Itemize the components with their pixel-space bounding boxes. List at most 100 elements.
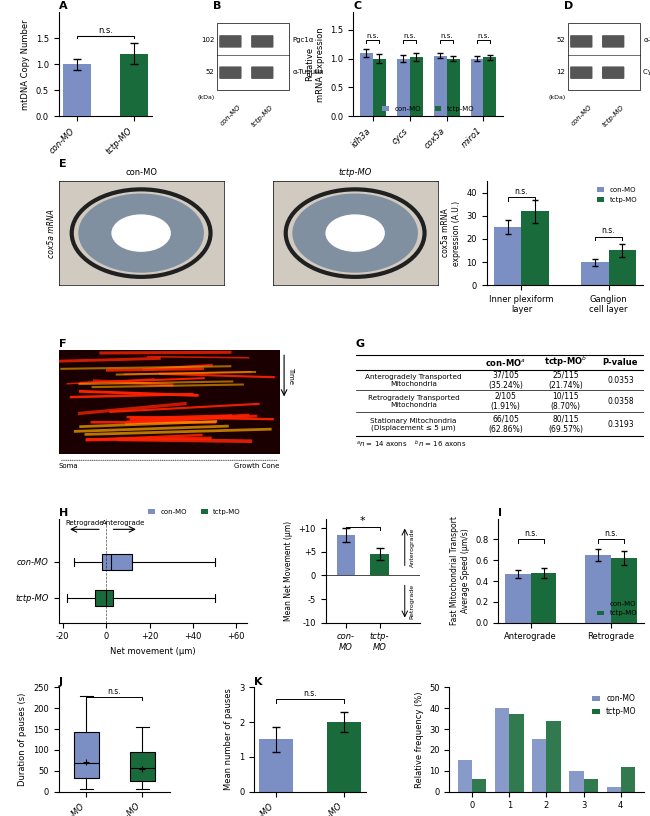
Text: Growth Cone: Growth Cone — [234, 463, 280, 469]
Text: *: * — [360, 516, 365, 526]
PathPatch shape — [74, 732, 99, 778]
Legend: con-MO, tctp-MO: con-MO, tctp-MO — [594, 184, 640, 206]
Text: 2/105
(1.91%): 2/105 (1.91%) — [491, 392, 521, 411]
Text: α-Tubulin: α-Tubulin — [644, 38, 650, 43]
Text: n.s.: n.s. — [108, 687, 122, 696]
FancyBboxPatch shape — [570, 35, 592, 47]
Text: 52: 52 — [556, 38, 566, 43]
Text: 12: 12 — [556, 69, 566, 74]
Text: Retrograde: Retrograde — [410, 584, 415, 619]
Bar — [606, 787, 621, 792]
FancyBboxPatch shape — [602, 66, 625, 79]
Bar — [586, 555, 611, 623]
Y-axis label: Fast Mitochondrial Transport
Average Speed (μm/s): Fast Mitochondrial Transport Average Spe… — [450, 517, 470, 625]
Bar — [434, 55, 447, 117]
Text: n.s.: n.s. — [440, 33, 453, 39]
Text: 10/115
(8.70%): 10/115 (8.70%) — [551, 392, 581, 411]
Bar — [259, 739, 293, 792]
Y-axis label: tctp-MO: tctp-MO — [48, 413, 57, 443]
Bar — [532, 739, 547, 792]
Text: H: H — [58, 508, 68, 518]
Text: n.s.: n.s. — [303, 690, 317, 698]
Text: G: G — [356, 339, 365, 349]
Text: Time: Time — [289, 367, 294, 384]
Bar — [360, 53, 373, 117]
FancyBboxPatch shape — [219, 66, 242, 79]
Text: K: K — [254, 676, 263, 686]
Text: Anterograde: Anterograde — [102, 520, 145, 526]
Legend: con-MO, tctp-MO: con-MO, tctp-MO — [590, 691, 640, 719]
Text: Stationary Mitochondria
(Displacement ≤ 5 μm): Stationary Mitochondria (Displacement ≤ … — [370, 418, 457, 431]
Y-axis label: cox5a mRNA: cox5a mRNA — [47, 209, 56, 258]
Text: P-value: P-value — [603, 357, 638, 366]
Bar — [63, 64, 91, 117]
FancyBboxPatch shape — [219, 35, 242, 47]
Y-axis label: Duration of pauses (s): Duration of pauses (s) — [18, 693, 27, 786]
Text: n.s.: n.s. — [515, 187, 528, 196]
Text: $^a$$n$ = 14 axons    $^b$$n$ = 16 axons: $^a$$n$ = 14 axons $^b$$n$ = 16 axons — [356, 439, 467, 450]
Bar — [327, 722, 361, 792]
Legend: con-MO, tctp-MO: con-MO, tctp-MO — [145, 507, 244, 518]
Bar — [510, 715, 523, 792]
Text: 80/115
(69.57%): 80/115 (69.57%) — [549, 415, 583, 434]
Bar — [521, 211, 549, 286]
Text: C: C — [353, 2, 361, 11]
Text: Pgc1α: Pgc1α — [292, 38, 314, 43]
FancyBboxPatch shape — [251, 66, 274, 79]
Y-axis label: Relative frequency (%): Relative frequency (%) — [415, 691, 424, 787]
Legend: con-MO, tctp-MO: con-MO, tctp-MO — [594, 598, 640, 619]
Bar — [608, 251, 636, 286]
Text: 102: 102 — [201, 38, 214, 43]
Bar — [471, 59, 484, 117]
FancyBboxPatch shape — [602, 35, 625, 47]
Bar — [621, 766, 634, 792]
Text: Anterogradely Transported
Mitochondria: Anterogradely Transported Mitochondria — [365, 374, 461, 387]
Bar — [370, 554, 389, 575]
Y-axis label: Relative
mRNA Expression: Relative mRNA Expression — [306, 27, 325, 102]
Text: 66/105
(62.86%): 66/105 (62.86%) — [488, 415, 523, 434]
Bar — [531, 573, 556, 623]
Bar — [584, 779, 597, 792]
Text: Cytochrome c: Cytochrome c — [644, 69, 650, 74]
PathPatch shape — [102, 553, 132, 570]
Bar — [547, 721, 560, 792]
Text: con-MO: con-MO — [219, 104, 242, 127]
Text: Retrograde: Retrograde — [65, 520, 104, 526]
Bar — [569, 770, 584, 792]
Y-axis label: Mean Net Movement (μm): Mean Net Movement (μm) — [284, 521, 293, 621]
Bar — [120, 54, 148, 117]
Text: n.s.: n.s. — [604, 530, 618, 539]
Text: J: J — [58, 676, 62, 686]
Y-axis label: mtDNA Copy Number: mtDNA Copy Number — [21, 19, 30, 109]
Text: con-MO: con-MO — [570, 104, 593, 127]
PathPatch shape — [96, 589, 112, 605]
Bar — [447, 59, 460, 117]
Text: I: I — [499, 508, 502, 518]
Circle shape — [79, 193, 204, 273]
Text: Soma: Soma — [58, 463, 78, 469]
Text: A: A — [58, 2, 67, 11]
Text: con-MO$^a$: con-MO$^a$ — [485, 357, 526, 368]
Circle shape — [292, 193, 418, 273]
Text: n.s.: n.s. — [602, 226, 616, 236]
Text: tctp-MO$^b$: tctp-MO$^b$ — [544, 355, 588, 370]
Bar — [396, 59, 410, 117]
Bar — [458, 761, 473, 792]
Bar — [493, 228, 521, 286]
Text: 37/105
(35.24%): 37/105 (35.24%) — [488, 370, 523, 390]
Text: B: B — [213, 2, 221, 11]
Text: n.s.: n.s. — [477, 33, 490, 39]
Text: F: F — [58, 339, 66, 349]
Text: 0.3193: 0.3193 — [607, 419, 634, 428]
Bar — [580, 262, 608, 286]
Bar — [484, 57, 497, 117]
Text: n.s.: n.s. — [404, 33, 416, 39]
Circle shape — [326, 215, 385, 252]
Text: 52: 52 — [205, 69, 214, 74]
Bar — [373, 59, 385, 117]
Bar — [495, 708, 510, 792]
Bar — [611, 558, 637, 623]
Bar — [410, 57, 422, 117]
Y-axis label: con-MO: con-MO — [48, 361, 57, 390]
Text: (kDa): (kDa) — [548, 95, 566, 100]
